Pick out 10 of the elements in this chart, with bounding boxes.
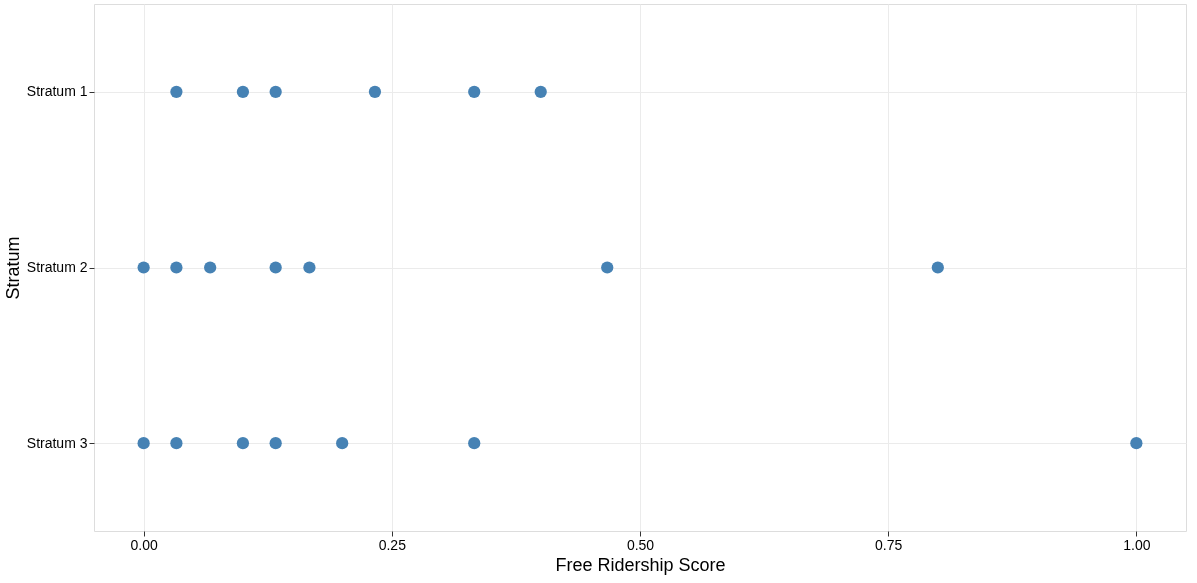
x-tick-label: 0.00 (130, 536, 158, 553)
x-axis-title: Free Ridership Score (555, 554, 726, 575)
x-tick-label: 0.50 (626, 536, 655, 553)
x-tick-label: 0.75 (875, 536, 903, 553)
y-tick-label: Stratum 2 (26, 259, 88, 275)
y-tick-label: Stratum 1 (26, 83, 88, 100)
y-tick-label: Stratum 3 (26, 434, 88, 451)
x-tick-label: 1.00 (1123, 536, 1151, 553)
y-axis-title: Stratum (2, 236, 23, 300)
x-tick-label: 0.25 (378, 536, 407, 553)
